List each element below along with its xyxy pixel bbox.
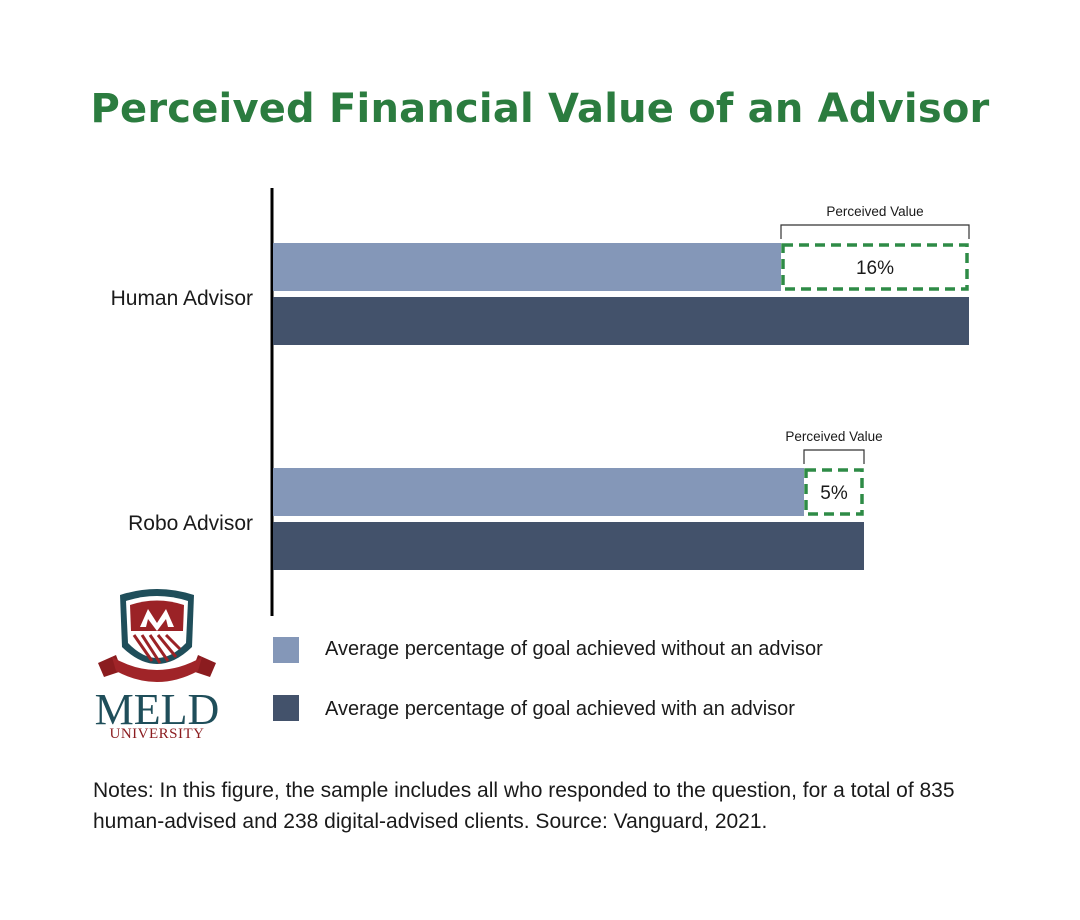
perceived-value-label: 16% [856, 258, 894, 279]
bar-without-advisor [273, 243, 781, 291]
perceived-value-label: 5% [820, 483, 848, 504]
legend-label-without: Average percentage of goal achieved with… [325, 638, 823, 660]
legend-label-with: Average percentage of goal achieved with… [325, 698, 795, 720]
logo-subword: UNIVERSITY [109, 726, 205, 742]
perceived-value-bracket [780, 224, 970, 239]
perceived-value-caption: Perceived Value [785, 429, 882, 444]
shield-icon [98, 589, 216, 682]
bar-with-advisor [273, 297, 969, 345]
bar-without-advisor [273, 468, 804, 516]
legend-swatch-without [273, 637, 299, 663]
perceived-value-caption: Perceived Value [826, 204, 923, 219]
perceived-value-box [781, 243, 969, 291]
legend-swatch-with [273, 695, 299, 721]
category-label: Robo Advisor [128, 512, 253, 535]
meld-university-logo: MELD UNIVERSITY [92, 585, 222, 745]
perceived-value-box [804, 468, 864, 516]
perceived-value-bracket [803, 449, 865, 464]
category-label: Human Advisor [111, 287, 253, 310]
bar-with-advisor [273, 522, 864, 570]
logo-word: MELD [94, 685, 220, 734]
chart-notes: Notes: In this figure, the sample includ… [93, 779, 955, 833]
chart-title: Perceived Financial Value of an Advisor [90, 86, 990, 132]
